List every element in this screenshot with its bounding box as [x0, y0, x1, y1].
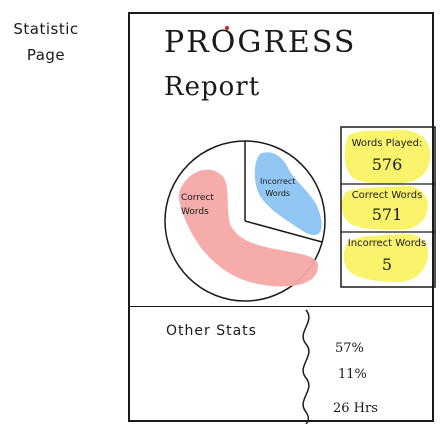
other-stat-value-1: 57%	[335, 341, 364, 356]
pie-label-correct-line1: Correct	[181, 193, 214, 203]
pie-divider-diagonal	[244, 220, 323, 243]
stat-highlight-2	[341, 185, 428, 230]
other-stats-title: Other Stats	[166, 323, 257, 339]
stat-correct-words: Correct Words 571	[340, 184, 434, 232]
pie-incorrect-fill	[254, 152, 322, 236]
stat-panel-box	[340, 126, 436, 288]
other-stat-value-2: 11%	[338, 367, 367, 382]
stat-words-played: Words Played: 576	[340, 126, 434, 184]
pie-label-correct: Correct Words	[181, 191, 214, 219]
stat-words-played-label: Words Played:	[351, 138, 423, 149]
pie-correct-fill	[178, 169, 319, 287]
stat-incorrect-words: Incorrect Words 5	[340, 232, 434, 288]
stat-incorrect-words-label: Incorrect Words	[347, 238, 427, 249]
stat-highlight-1	[344, 129, 431, 185]
stat-panels-outline	[340, 126, 436, 288]
marker-dot	[225, 26, 229, 30]
squiggle-divider	[302, 309, 310, 424]
page-subtitle: Report	[164, 72, 261, 102]
pie-label-incorrect-line1: Incorrect	[260, 177, 296, 186]
side-note-line2: Page	[26, 46, 66, 64]
side-note: Statistic Page	[6, 16, 86, 68]
stat-correct-words-value: 571	[371, 205, 403, 224]
progress-pie-chart	[164, 140, 326, 302]
stat-highlight-3	[343, 233, 429, 282]
pie-label-incorrect-line2: Words	[265, 189, 291, 198]
stat-words-played-value: 576	[371, 155, 403, 174]
page-title: PROGRESS	[164, 25, 357, 60]
other-stat-value-3: 26 Hrs	[333, 401, 378, 416]
side-note-line1: Statistic	[13, 20, 79, 38]
stat-incorrect-words-value: 5	[381, 255, 393, 274]
stat-correct-words-label: Correct Words	[351, 190, 423, 201]
pie-label-incorrect: Incorrect Words	[260, 176, 295, 200]
pie-label-correct-line2: Words	[181, 207, 209, 217]
page-frame	[128, 12, 434, 422]
section-divider	[128, 306, 434, 307]
